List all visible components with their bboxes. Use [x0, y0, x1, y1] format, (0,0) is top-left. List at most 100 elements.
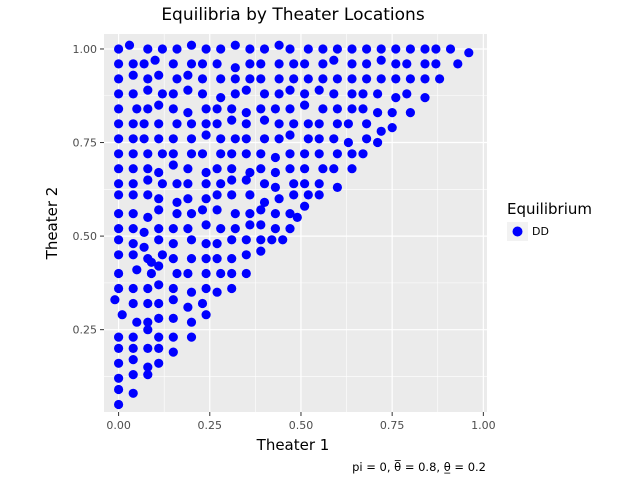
data-point	[128, 224, 138, 234]
data-point	[332, 149, 342, 159]
data-point	[300, 89, 310, 99]
data-point	[143, 104, 153, 114]
data-point	[285, 164, 295, 174]
data-point	[197, 149, 208, 159]
data-point	[143, 74, 153, 84]
data-point	[270, 182, 280, 192]
data-point	[270, 224, 280, 234]
data-point	[168, 332, 178, 342]
data-point	[259, 134, 270, 144]
data-point	[201, 220, 211, 230]
data-point	[376, 55, 386, 65]
data-point	[227, 235, 237, 245]
data-point	[227, 104, 237, 114]
data-point	[314, 190, 324, 200]
data-point	[256, 205, 266, 215]
y-tick-label: 0.50	[73, 230, 98, 243]
data-point	[201, 310, 211, 320]
data-point	[201, 104, 211, 114]
data-point	[274, 89, 284, 99]
data-point	[292, 212, 302, 222]
data-point	[391, 44, 401, 54]
data-point	[453, 59, 463, 69]
data-point	[143, 370, 153, 380]
data-point	[230, 63, 240, 73]
data-point	[154, 298, 164, 309]
data-point	[114, 343, 124, 353]
data-point	[183, 302, 193, 312]
data-point	[128, 283, 138, 294]
data-point	[259, 197, 270, 207]
data-point	[376, 44, 386, 54]
data-point	[256, 59, 266, 69]
data-point	[146, 268, 156, 279]
data-point	[128, 239, 138, 249]
data-point	[256, 164, 266, 174]
data-point	[303, 190, 313, 200]
data-point	[270, 104, 280, 114]
y-tick-label: 0.75	[73, 137, 98, 150]
data-point	[358, 104, 368, 114]
data-point	[241, 85, 251, 95]
data-point	[212, 205, 222, 215]
data-point	[318, 74, 328, 84]
data-point	[143, 85, 153, 95]
data-point	[128, 250, 138, 260]
data-point	[154, 313, 164, 323]
data-point	[114, 235, 124, 245]
data-point	[154, 100, 164, 110]
data-point	[186, 317, 197, 327]
data-point	[285, 209, 295, 219]
data-point	[241, 149, 251, 159]
data-point	[332, 104, 342, 114]
data-point	[216, 268, 226, 279]
data-point	[143, 212, 153, 222]
data-point	[256, 220, 266, 230]
data-point	[154, 134, 164, 144]
data-point	[168, 254, 178, 264]
data-point	[114, 149, 124, 159]
x-axis-title: Theater 1	[256, 436, 330, 454]
data-point	[201, 268, 211, 279]
data-point	[256, 104, 266, 114]
data-point	[110, 295, 120, 305]
y-axis-title: Theater 2	[43, 187, 61, 261]
data-point	[117, 310, 127, 320]
data-point	[128, 298, 138, 309]
data-point	[186, 59, 197, 69]
data-point	[212, 254, 222, 264]
data-point	[132, 265, 142, 275]
data-point	[143, 254, 153, 264]
data-point	[168, 59, 178, 69]
data-point	[157, 44, 167, 54]
data-point	[172, 44, 182, 54]
data-point	[168, 89, 178, 99]
data-point	[318, 104, 328, 114]
data-point	[154, 343, 164, 353]
data-point	[241, 134, 251, 144]
data-point	[143, 317, 153, 327]
data-point	[431, 59, 441, 69]
data-point	[154, 235, 164, 245]
data-point	[197, 298, 208, 309]
data-point	[143, 190, 153, 200]
data-point	[216, 224, 226, 234]
data-point	[347, 104, 357, 114]
data-point	[347, 164, 357, 174]
data-point	[227, 149, 237, 159]
data-point	[157, 179, 167, 189]
data-point	[227, 268, 237, 279]
data-point	[420, 74, 430, 84]
data-point	[420, 44, 430, 54]
data-point	[329, 55, 339, 65]
data-point	[183, 224, 193, 234]
data-point	[128, 119, 138, 129]
data-point	[256, 74, 266, 84]
data-point	[445, 44, 456, 54]
data-point	[212, 119, 222, 129]
data-point	[212, 287, 222, 297]
data-point	[114, 164, 124, 174]
chart-title: Equilibria by Theater Locations	[161, 5, 425, 25]
data-point	[289, 119, 299, 129]
